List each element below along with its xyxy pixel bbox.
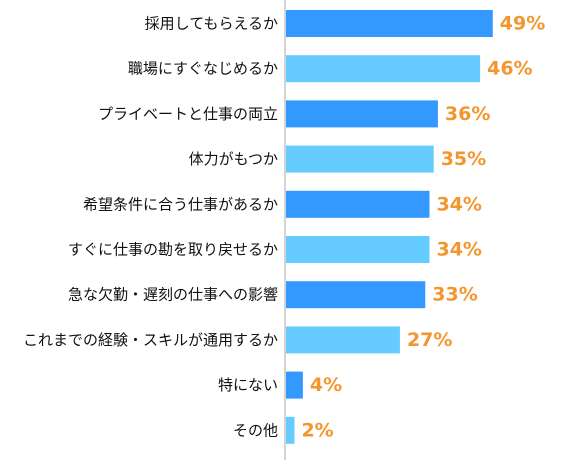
bar — [286, 100, 438, 128]
bar — [286, 55, 481, 83]
category-label: 急な欠勤・遅刻の仕事への影響 — [68, 286, 278, 304]
bar — [286, 371, 303, 399]
category-label: 体力がもつか — [189, 150, 278, 168]
category-label: 採用してもらえるか — [145, 15, 278, 33]
value-label: 34% — [436, 239, 481, 261]
bar — [286, 145, 434, 173]
category-label: その他 — [233, 421, 278, 439]
category-label: 希望条件に合う仕事があるか — [83, 195, 278, 213]
category-label: これまでの経験・スキルが通用するか — [23, 331, 278, 349]
category-label: 職場にすぐなじめるか — [128, 60, 278, 78]
value-label: 46% — [487, 58, 532, 80]
value-label: 27% — [407, 329, 452, 351]
category-label: すぐに仕事の勘を取り戻せるか — [68, 241, 278, 259]
bar — [286, 416, 295, 444]
value-label: 35% — [441, 148, 486, 170]
bar — [286, 236, 430, 263]
value-label: 33% — [432, 284, 477, 306]
bar — [286, 281, 426, 309]
bar — [286, 190, 430, 218]
value-label: 4% — [310, 374, 342, 396]
value-label: 49% — [500, 13, 545, 35]
category-label: プライベートと仕事の両立 — [98, 105, 278, 123]
category-label: 特にない — [218, 376, 278, 394]
value-label: 34% — [436, 193, 481, 215]
value-label: 36% — [445, 103, 490, 125]
value-label: 2% — [301, 419, 333, 441]
bar — [286, 326, 400, 354]
bar — [286, 10, 493, 37]
